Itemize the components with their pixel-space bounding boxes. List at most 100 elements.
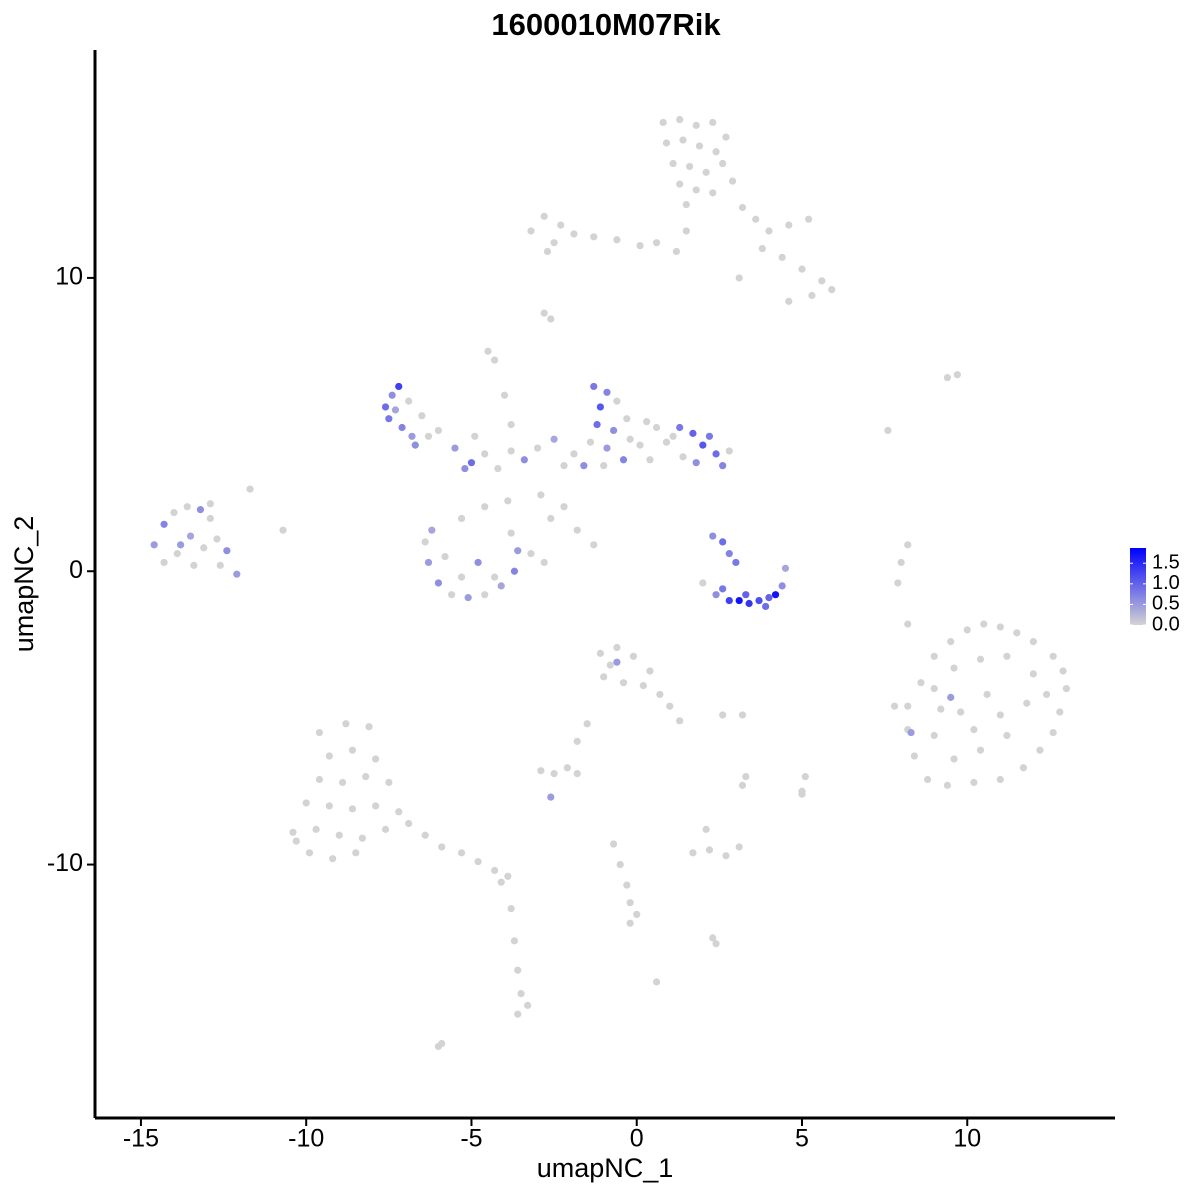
cell-point [798, 265, 806, 273]
cell-point [507, 420, 515, 429]
cell-point [563, 764, 571, 772]
cell-point [983, 690, 991, 699]
cell-point [897, 558, 905, 567]
cell-point [778, 582, 786, 590]
cell-point [514, 966, 522, 974]
cell-point [550, 239, 558, 247]
cell-point [457, 849, 466, 857]
cell-point [976, 655, 985, 663]
cell-point [666, 702, 674, 710]
cell-point [699, 441, 707, 449]
colorbar [1130, 548, 1146, 625]
cell-point [719, 159, 727, 168]
cell-point [923, 775, 932, 784]
cell-point [785, 221, 793, 229]
cell-point [1003, 731, 1011, 740]
cell-point [692, 121, 700, 129]
cell-point [682, 227, 690, 235]
y-tick-label: 10 [55, 263, 83, 291]
cell-point [583, 720, 591, 728]
cell-point [491, 866, 499, 875]
cell-point [213, 535, 221, 543]
cell-point [451, 444, 459, 452]
cell-point [527, 550, 535, 558]
cell-point [679, 453, 687, 461]
cell-point [411, 441, 419, 449]
cell-point [996, 623, 1004, 631]
cell-point [619, 679, 628, 687]
cell-point [547, 514, 555, 523]
cell-point [385, 415, 393, 423]
cell-point [514, 1010, 522, 1018]
cell-point [491, 573, 499, 581]
cell-point [381, 825, 390, 833]
cell-point [752, 215, 760, 223]
cell-point [623, 415, 631, 423]
cell-point [517, 990, 525, 998]
cell-point [315, 728, 324, 737]
cell-point [484, 347, 492, 355]
cell-point [537, 491, 545, 499]
cell-point [735, 596, 743, 605]
cell-point [755, 596, 763, 605]
cell-point [421, 538, 429, 546]
cell-point [781, 564, 790, 572]
cell-point [1029, 670, 1037, 678]
cell-point [560, 503, 568, 511]
cell-point [160, 558, 168, 567]
cell-point [679, 136, 687, 144]
cell-point [712, 450, 720, 458]
cell-point [507, 447, 515, 455]
cell-point [705, 846, 714, 854]
cell-point [947, 638, 955, 646]
cell-point [950, 664, 958, 672]
cell-point [434, 426, 443, 435]
cell-point [633, 910, 641, 919]
cell-point [388, 391, 396, 399]
cell-point [884, 426, 892, 435]
cell-point [434, 579, 443, 587]
cell-point [626, 919, 634, 927]
cell-point [596, 649, 604, 657]
cell-point [504, 497, 512, 505]
cell-point [424, 432, 433, 440]
cell-point [540, 212, 548, 220]
cell-point [385, 778, 393, 787]
cell-point [573, 737, 581, 745]
cell-point [474, 558, 482, 567]
cell-point [626, 899, 634, 907]
cell-point [943, 781, 952, 789]
cell-point [738, 203, 747, 212]
cell-point [702, 825, 710, 833]
cell-point [573, 526, 581, 534]
cell-point [686, 162, 694, 171]
cell-point [953, 371, 961, 379]
cell-point [930, 731, 938, 740]
cell-point [738, 781, 747, 789]
cell-point [930, 684, 938, 693]
cell-point [778, 253, 786, 261]
cell-point [372, 755, 380, 763]
cell-point [656, 690, 664, 699]
cell-point [325, 752, 333, 760]
cell-point [206, 500, 214, 508]
cell-point [798, 790, 806, 798]
cell-point [405, 819, 413, 828]
cell-point [448, 591, 456, 599]
cell-point [828, 286, 836, 294]
cell-point [461, 464, 469, 473]
cell-point [216, 561, 224, 569]
cell-point [160, 520, 168, 528]
cell-point [738, 711, 747, 719]
cell-point [709, 532, 717, 540]
colorbar-label: 0.0 [1152, 613, 1180, 635]
cell-point [570, 450, 578, 458]
cell-point [1062, 684, 1071, 693]
cell-point [302, 799, 310, 807]
cell-point [894, 579, 902, 587]
cell-point [289, 828, 297, 836]
cell-point [619, 456, 628, 464]
cell-point [735, 274, 743, 282]
cell-point [643, 418, 651, 426]
